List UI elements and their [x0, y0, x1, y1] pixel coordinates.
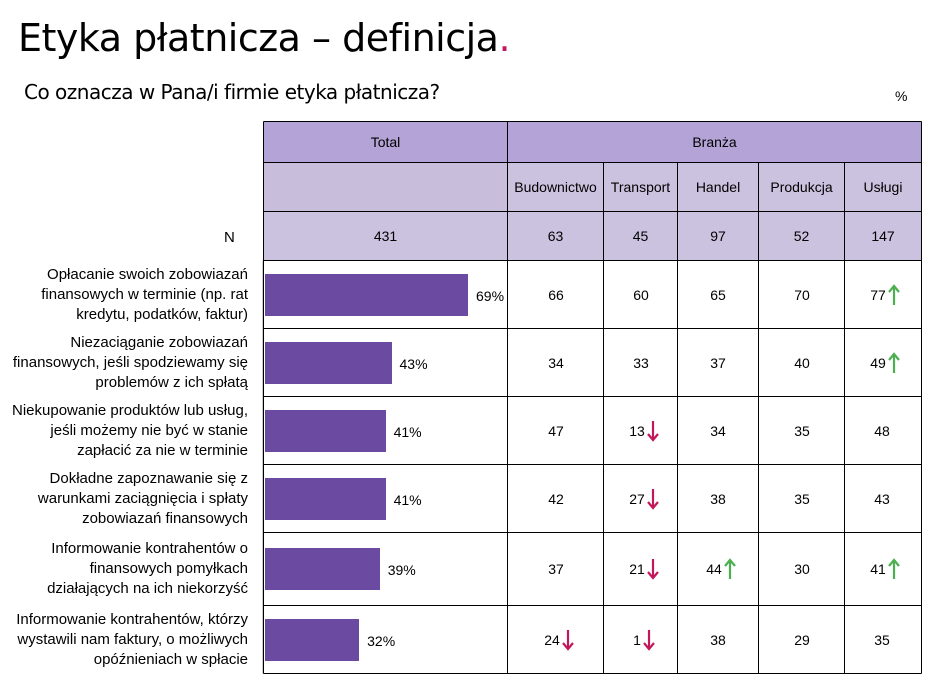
- row-label-line: kredytu, podatków, faktur): [76, 305, 248, 323]
- bar: [265, 618, 360, 661]
- breakdown-value: 60: [633, 286, 649, 303]
- col-header-uslugi: Usługi: [845, 163, 921, 211]
- row-label-line: warunkami zaciągnięcia i spłaty: [37, 489, 248, 507]
- breakdown-value: 30: [794, 561, 810, 577]
- breakdown-value: 37: [548, 561, 564, 577]
- row-label-line: działających na ich niekorzyść: [47, 580, 248, 597]
- breakdown-value: 47: [548, 422, 564, 439]
- col-header-handel: Handel: [678, 163, 758, 211]
- header-total-blank: [264, 163, 507, 211]
- breakdown-value: 35: [874, 631, 890, 648]
- breakdown-value: 66: [548, 286, 564, 303]
- arrow-down-icon: [647, 488, 659, 510]
- row-label-line: finansowych w terminie (np. rat: [41, 285, 248, 303]
- breakdown-value: 44: [706, 561, 722, 577]
- breakdown-value: 38: [710, 490, 726, 507]
- breakdown-value: 70: [794, 286, 810, 303]
- row-label-line: jeśli możemy nie być w stanie: [50, 421, 248, 439]
- breakdown-value: 13: [629, 422, 645, 439]
- breakdown-value: 37: [710, 354, 726, 371]
- breakdown-value: 29: [794, 631, 810, 648]
- bar: [265, 477, 386, 520]
- breakdown-value: 21: [629, 561, 645, 577]
- row-label: Niekupowanie produktów lub usług, jeśli m…: [0, 401, 248, 461]
- header-branza: Branża: [508, 122, 921, 162]
- breakdown-value: 24: [544, 631, 560, 648]
- arrow-down-icon: [562, 629, 574, 651]
- n-uslugi: 147: [845, 212, 921, 260]
- breakdown-value: 1: [633, 631, 641, 648]
- breakdown-value: 65: [710, 286, 726, 303]
- bar-value-label: 41%: [393, 491, 422, 508]
- row-label: Informowanie kontrahentów o finansowych p…: [0, 539, 248, 599]
- unit-label: %: [895, 88, 908, 104]
- row-label: Niezaciąganie zobowiazań finansowych, jeś…: [0, 333, 248, 393]
- row-label-line: Niekupowanie produktów lub usług,: [12, 401, 248, 419]
- bar: [265, 273, 468, 316]
- row-label: Dokładne zapoznawanie się z warunkami zac…: [0, 469, 248, 529]
- breakdown-value: 42: [548, 490, 564, 507]
- row-label-line: wystawili nam faktury, o możliwych: [17, 630, 248, 648]
- row-label-line: opóźnieniach w spłacie: [93, 650, 248, 668]
- arrow-down-icon: [647, 420, 659, 442]
- col-header-transport: Transport: [604, 163, 677, 211]
- arrow-up-icon: [724, 558, 736, 579]
- breakdown-value: 48: [874, 422, 890, 439]
- bar: [265, 409, 386, 452]
- n-total: 431: [264, 212, 507, 260]
- bar-value-label: 41%: [393, 423, 422, 440]
- col-header-budownictwo: Budownictwo: [508, 163, 603, 211]
- breakdown-value: 34: [548, 354, 564, 371]
- n-produkcja: 52: [759, 212, 844, 260]
- row-label-line: zobowiazań finansowych: [82, 509, 248, 527]
- arrow-down-icon: [647, 559, 659, 580]
- bar: [265, 548, 380, 590]
- n-label: N: [224, 229, 235, 246]
- row-label-line: finansowych, jeśli spodziewamy się: [12, 353, 248, 371]
- arrow-up-icon: [888, 351, 900, 373]
- breakdown-value: 41: [870, 561, 886, 577]
- arrow-up-icon: [888, 558, 900, 579]
- breakdown-value: 77: [870, 286, 886, 303]
- bar-value-label: 43%: [399, 355, 428, 372]
- row-label: Opłacanie swoich zobowiazań finansowych w…: [0, 265, 248, 325]
- chart-question: Co oznacza w Pana/i firmie etyka płatnic…: [24, 80, 440, 104]
- row-label-line: Informowanie kontrahentów o: [51, 540, 248, 557]
- header-total: Total: [264, 122, 507, 162]
- breakdown-value: 40: [794, 354, 810, 371]
- row-label-line: Niezaciąganie zobowiazań: [70, 333, 248, 351]
- title-dot: .: [498, 16, 511, 60]
- row-label-line: zapłacić za nie w terminie: [77, 441, 248, 459]
- n-budownictwo: 63: [508, 212, 603, 260]
- breakdown-value: 43: [874, 490, 890, 507]
- breakdown-value: 33: [633, 354, 649, 371]
- arrow-down-icon: [643, 629, 655, 651]
- bar-value-label: 69%: [476, 287, 505, 304]
- breakdown-value: 27: [629, 490, 645, 507]
- bar-value-label: 39%: [387, 562, 416, 578]
- row-label-line: Opłacanie swoich zobowiazań: [47, 265, 248, 283]
- breakdown-value: 49: [870, 354, 886, 371]
- row-label-line: finansowych pomyłkach: [89, 560, 248, 577]
- breakdown-value: 35: [794, 490, 810, 507]
- bar: [265, 341, 392, 384]
- arrow-up-icon: [888, 283, 900, 305]
- breakdown-value: 38: [710, 631, 726, 648]
- breakdown-value: 35: [794, 422, 810, 439]
- row-label: Informowanie kontrahentów, którzy wystawi…: [0, 610, 248, 670]
- row-label-line: problemów z ich spłatą: [95, 373, 248, 391]
- col-header-produkcja: Produkcja: [759, 163, 844, 211]
- row-label-line: Dokładne zapoznawanie się z: [49, 469, 248, 487]
- row-label-line: Informowanie kontrahentów, którzy: [16, 610, 248, 628]
- page-title: Etyka płatnicza – definicja.: [18, 16, 511, 60]
- bar-value-label: 32%: [367, 632, 396, 649]
- breakdown-value: 34: [710, 422, 726, 439]
- n-handel: 97: [678, 212, 758, 260]
- n-transport: 45: [604, 212, 677, 260]
